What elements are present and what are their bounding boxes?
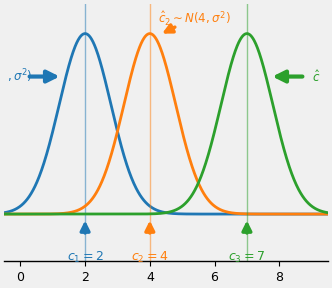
Text: $c_3 = 7$: $c_3 = 7$ [228,250,265,265]
Text: $,\sigma^2)$: $,\sigma^2)$ [7,68,33,85]
Text: $c_2 = 4$: $c_2 = 4$ [131,250,169,265]
Text: $\hat{c}_2{\sim}N(4,\sigma^2)$: $\hat{c}_2{\sim}N(4,\sigma^2)$ [158,10,231,28]
Text: $\hat{c}$: $\hat{c}$ [312,69,320,85]
Text: $c_1 = 2$: $c_1 = 2$ [67,250,104,265]
